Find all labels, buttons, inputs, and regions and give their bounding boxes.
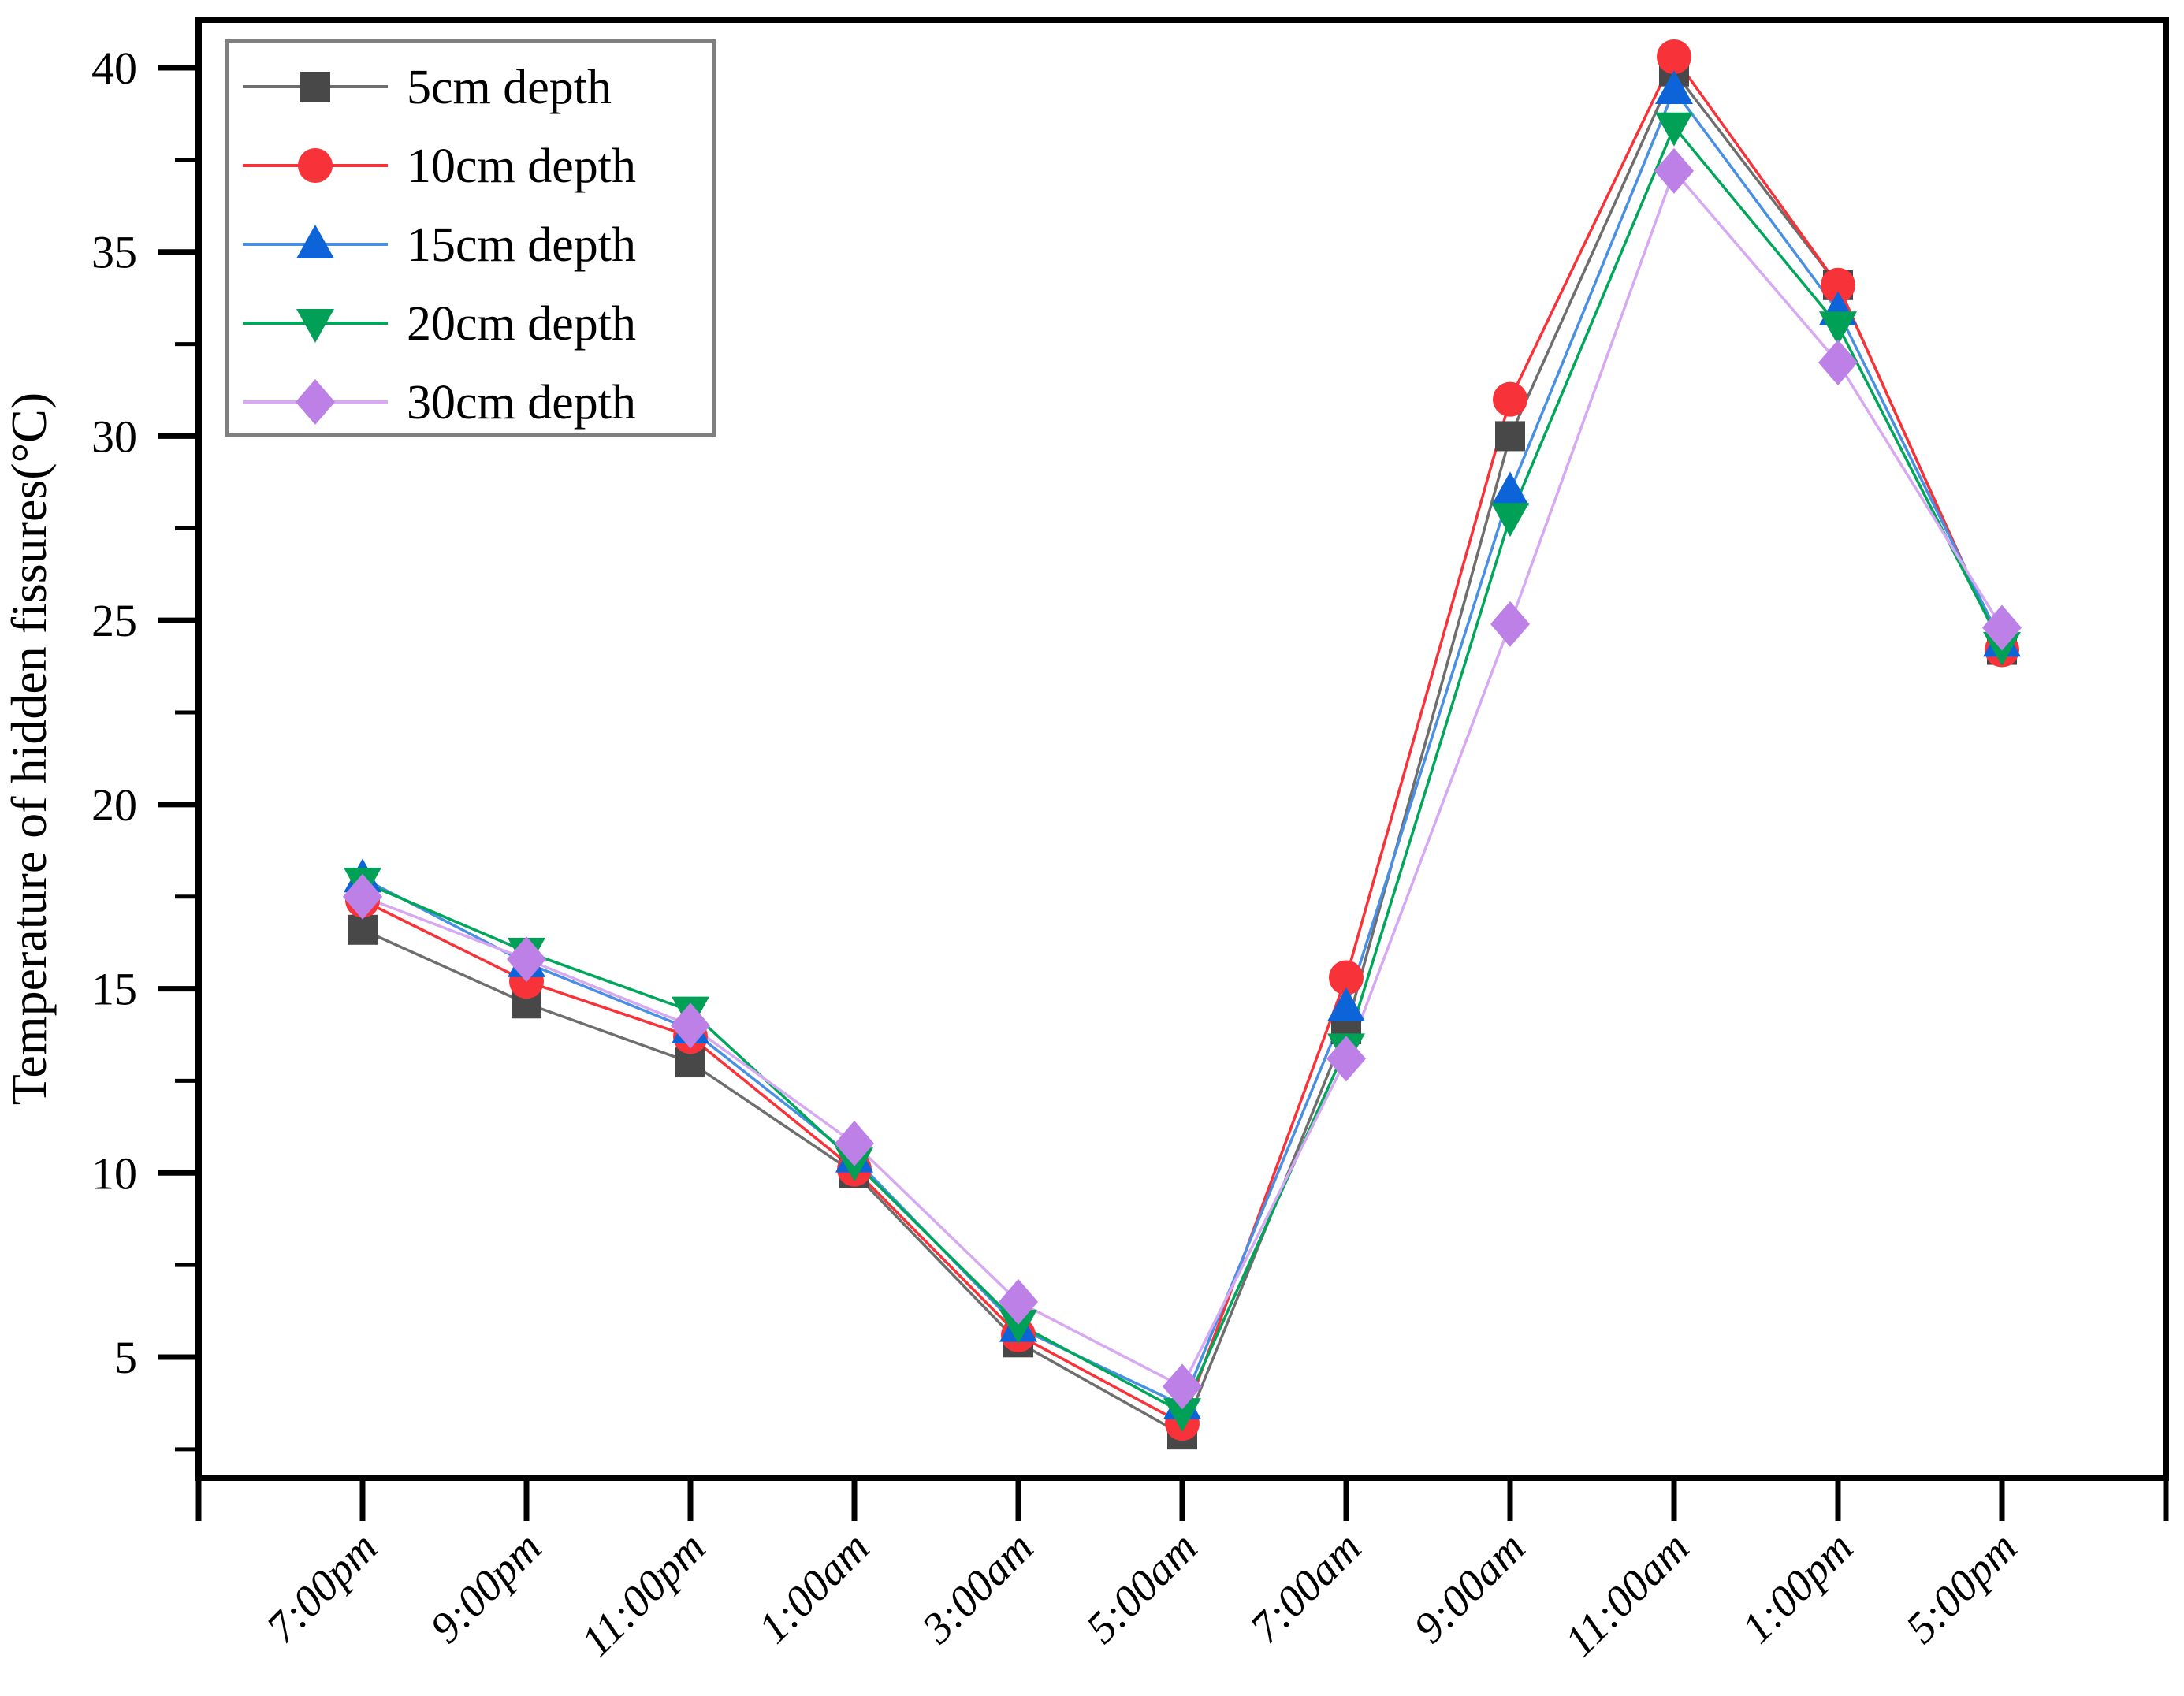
marker-triangle-down-20cm-depth [999, 1309, 1037, 1344]
y-tick-label: 40 [91, 43, 137, 94]
legend-label: 5cm depth [407, 61, 612, 114]
legend-item-10cm-depth: 10cm depth [243, 139, 636, 193]
marker-triangle-down-20cm-depth [1163, 1398, 1201, 1433]
x-tick-label: 1:00pm [1732, 1523, 1862, 1653]
x-tick-label: 9:00pm [421, 1523, 551, 1653]
x-tick-label: 9:00am [1405, 1523, 1535, 1653]
legend-square-icon [300, 72, 330, 102]
y-tick-label: 5 [114, 1332, 137, 1383]
marker-diamond-30cm-depth [1982, 604, 2022, 651]
x-tick-label: 11:00pm [572, 1523, 716, 1666]
y-tick-label: 15 [91, 964, 137, 1015]
x-tick-label: 5:00pm [1896, 1523, 2026, 1653]
marker-diamond-30cm-depth [1654, 147, 1694, 194]
x-tick-label: 1:00am [749, 1523, 879, 1653]
x-tick-label: 11:00am [1556, 1523, 1699, 1666]
marker-diamond-30cm-depth [1490, 601, 1530, 647]
x-tick-label: 7:00pm [257, 1523, 387, 1653]
marker-diamond-30cm-depth [507, 936, 546, 983]
legend-label: 20cm depth [407, 297, 636, 351]
marker-triangle-up-15cm-depth [1327, 987, 1365, 1021]
y-axis-title: Temperature of hidden fissures(°C) [1, 392, 57, 1105]
legend-item-5cm-depth: 5cm depth [243, 61, 612, 114]
marker-circle-10cm-depth [1657, 39, 1691, 74]
legend-label: 15cm depth [407, 218, 636, 272]
marker-triangle-up-15cm-depth [1655, 70, 1693, 105]
marker-circle-10cm-depth [1821, 267, 1855, 303]
series-markers [343, 39, 2022, 1450]
y-tick-label: 30 [91, 411, 137, 462]
legend-diamond-icon [296, 379, 335, 425]
marker-square-5cm-depth [1495, 421, 1525, 452]
marker-diamond-30cm-depth [835, 1120, 874, 1166]
x-tick-label: 5:00am [1077, 1523, 1207, 1653]
y-tick-label: 25 [91, 595, 137, 646]
y-tick-label: 20 [91, 779, 137, 831]
legend-item-30cm-depth: 30cm depth [243, 376, 636, 430]
marker-diamond-30cm-depth [999, 1278, 1038, 1325]
legend-label: 30cm depth [407, 376, 636, 430]
marker-square-5cm-depth [348, 914, 378, 945]
legend-item-15cm-depth: 15cm depth [243, 218, 636, 272]
marker-diamond-30cm-depth [671, 1002, 710, 1049]
marker-triangle-up-15cm-depth [1491, 471, 1529, 506]
legend: 5cm depth 10cm depth 15cm depth 20cm depth 3… [225, 39, 716, 437]
marker-triangle-down-20cm-depth [1819, 311, 1857, 346]
marker-circle-10cm-depth [1493, 381, 1527, 417]
x-tick-label: 7:00am [1241, 1523, 1371, 1653]
marker-diamond-30cm-depth [1326, 1036, 1366, 1082]
axis-ticks [158, 65, 2169, 1521]
legend-label: 10cm depth [407, 139, 636, 193]
legend-triangle-up-icon [296, 225, 334, 258]
marker-triangle-down-20cm-depth [1491, 503, 1529, 537]
marker-diamond-30cm-depth [1163, 1363, 1202, 1410]
marker-triangle-down-20cm-depth [1655, 112, 1693, 147]
y-tick-label: 35 [91, 227, 137, 278]
marker-diamond-30cm-depth [343, 873, 382, 920]
y-tick-label: 10 [91, 1147, 137, 1199]
x-tick-label: 3:00am [913, 1523, 1044, 1653]
legend-item-20cm-depth: 20cm depth [243, 297, 636, 351]
legend-circle-icon [298, 148, 333, 183]
legend-triangle-down-icon [296, 309, 334, 343]
marker-circle-10cm-depth [1329, 960, 1364, 995]
marker-diamond-30cm-depth [1818, 339, 1858, 385]
